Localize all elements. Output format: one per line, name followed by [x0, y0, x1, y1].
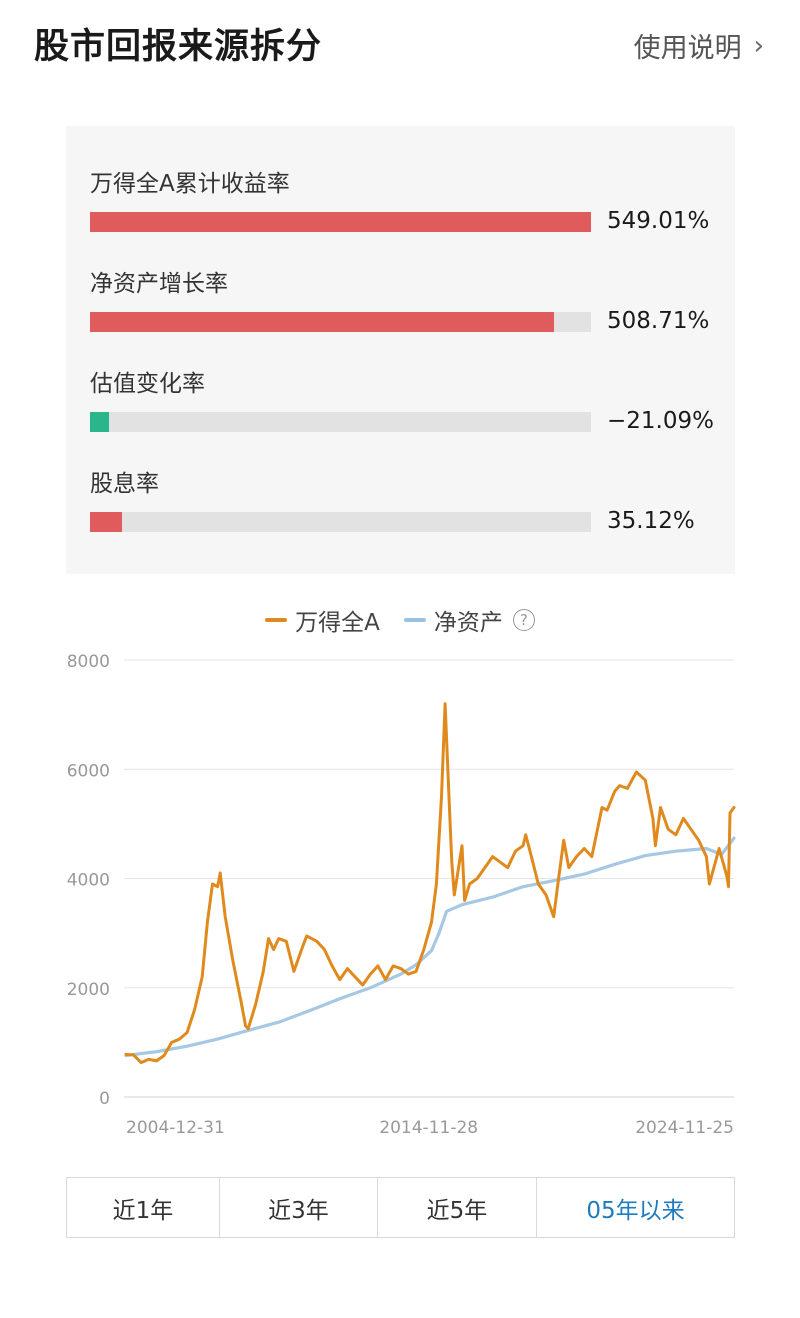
- tab-3-years[interactable]: 近3年: [220, 1178, 378, 1237]
- legend-label: 净资产: [433, 610, 503, 636]
- series-line-net-assets: [124, 836, 736, 1058]
- series-line-wind-all-a: [124, 702, 736, 1065]
- y-tick-label: 6000: [67, 761, 110, 781]
- return-decomposition-card: 万得全A累计收益率 549.01% 净资产增长率 508.71% 估值变化率 −…: [66, 126, 735, 574]
- metric-valuation-change: 估值变化率 −21.09%: [90, 364, 720, 434]
- metric-label: 股息率: [90, 471, 159, 497]
- metric-label: 万得全A累计收益率: [90, 171, 290, 197]
- page-title: 股市回报来源拆分: [34, 27, 323, 67]
- help-label: 使用说明: [633, 33, 742, 64]
- question-icon[interactable]: ?: [512, 609, 535, 631]
- metric-bar-track: [90, 412, 591, 432]
- metric-value: 35.12%: [607, 508, 695, 534]
- y-tick-label: 8000: [67, 652, 110, 672]
- legend-item-wind-all-a[interactable]: 万得全A: [265, 603, 380, 637]
- legend-label: 万得全A: [295, 610, 380, 636]
- metric-bar-track: [90, 512, 591, 532]
- x-tick-label: 2014-11-28: [379, 1118, 478, 1138]
- metric-bar-fill: [90, 312, 555, 332]
- line-chart: 0 2000 4000 6000 8000 2004-12-31 2014-11-28 202…: [67, 652, 736, 1138]
- metric-value: 549.01%: [607, 208, 710, 234]
- metric-net-asset-growth: 净资产增长率 508.71%: [90, 264, 720, 334]
- metric-bar-fill: [90, 412, 110, 432]
- legend-item-net-assets[interactable]: 净资产 ?: [403, 603, 535, 637]
- tab-1-year[interactable]: 近1年: [67, 1178, 220, 1237]
- metric-dividend-yield: 股息率 35.12%: [90, 464, 720, 534]
- help-link[interactable]: 使用说明 ›: [634, 26, 764, 65]
- metric-label: 估值变化率: [90, 371, 205, 397]
- x-tick-label: 2024-11-25: [635, 1118, 734, 1138]
- y-tick-label: 0: [99, 1089, 110, 1109]
- range-tabs: 近1年 近3年 近5年 05年以来: [66, 1177, 735, 1238]
- metric-value: −21.09%: [607, 408, 714, 434]
- y-tick-label: 4000: [67, 871, 110, 891]
- metric-bar-fill: [90, 212, 591, 232]
- metric-bar-track: [90, 212, 591, 232]
- y-tick-label: 2000: [67, 980, 110, 1000]
- page-header: 股市回报来源拆分 使用说明 ›: [0, 0, 800, 90]
- chart-legend: 万得全A 净资产 ?: [0, 600, 800, 640]
- metric-label: 净资产增长率: [90, 271, 228, 297]
- chevron-right-icon: ›: [753, 30, 764, 61]
- metric-value: 508.71%: [607, 308, 710, 334]
- legend-swatch: [403, 618, 426, 622]
- tab-5-years[interactable]: 近5年: [378, 1178, 537, 1237]
- metric-total-return: 万得全A累计收益率 549.01%: [90, 164, 720, 234]
- legend-swatch: [265, 618, 288, 622]
- x-tick-label: 2004-12-31: [126, 1118, 225, 1138]
- tab-since-2005[interactable]: 05年以来: [586, 1197, 685, 1224]
- metric-bar-fill: [90, 512, 123, 532]
- metric-bar-track: [90, 312, 591, 332]
